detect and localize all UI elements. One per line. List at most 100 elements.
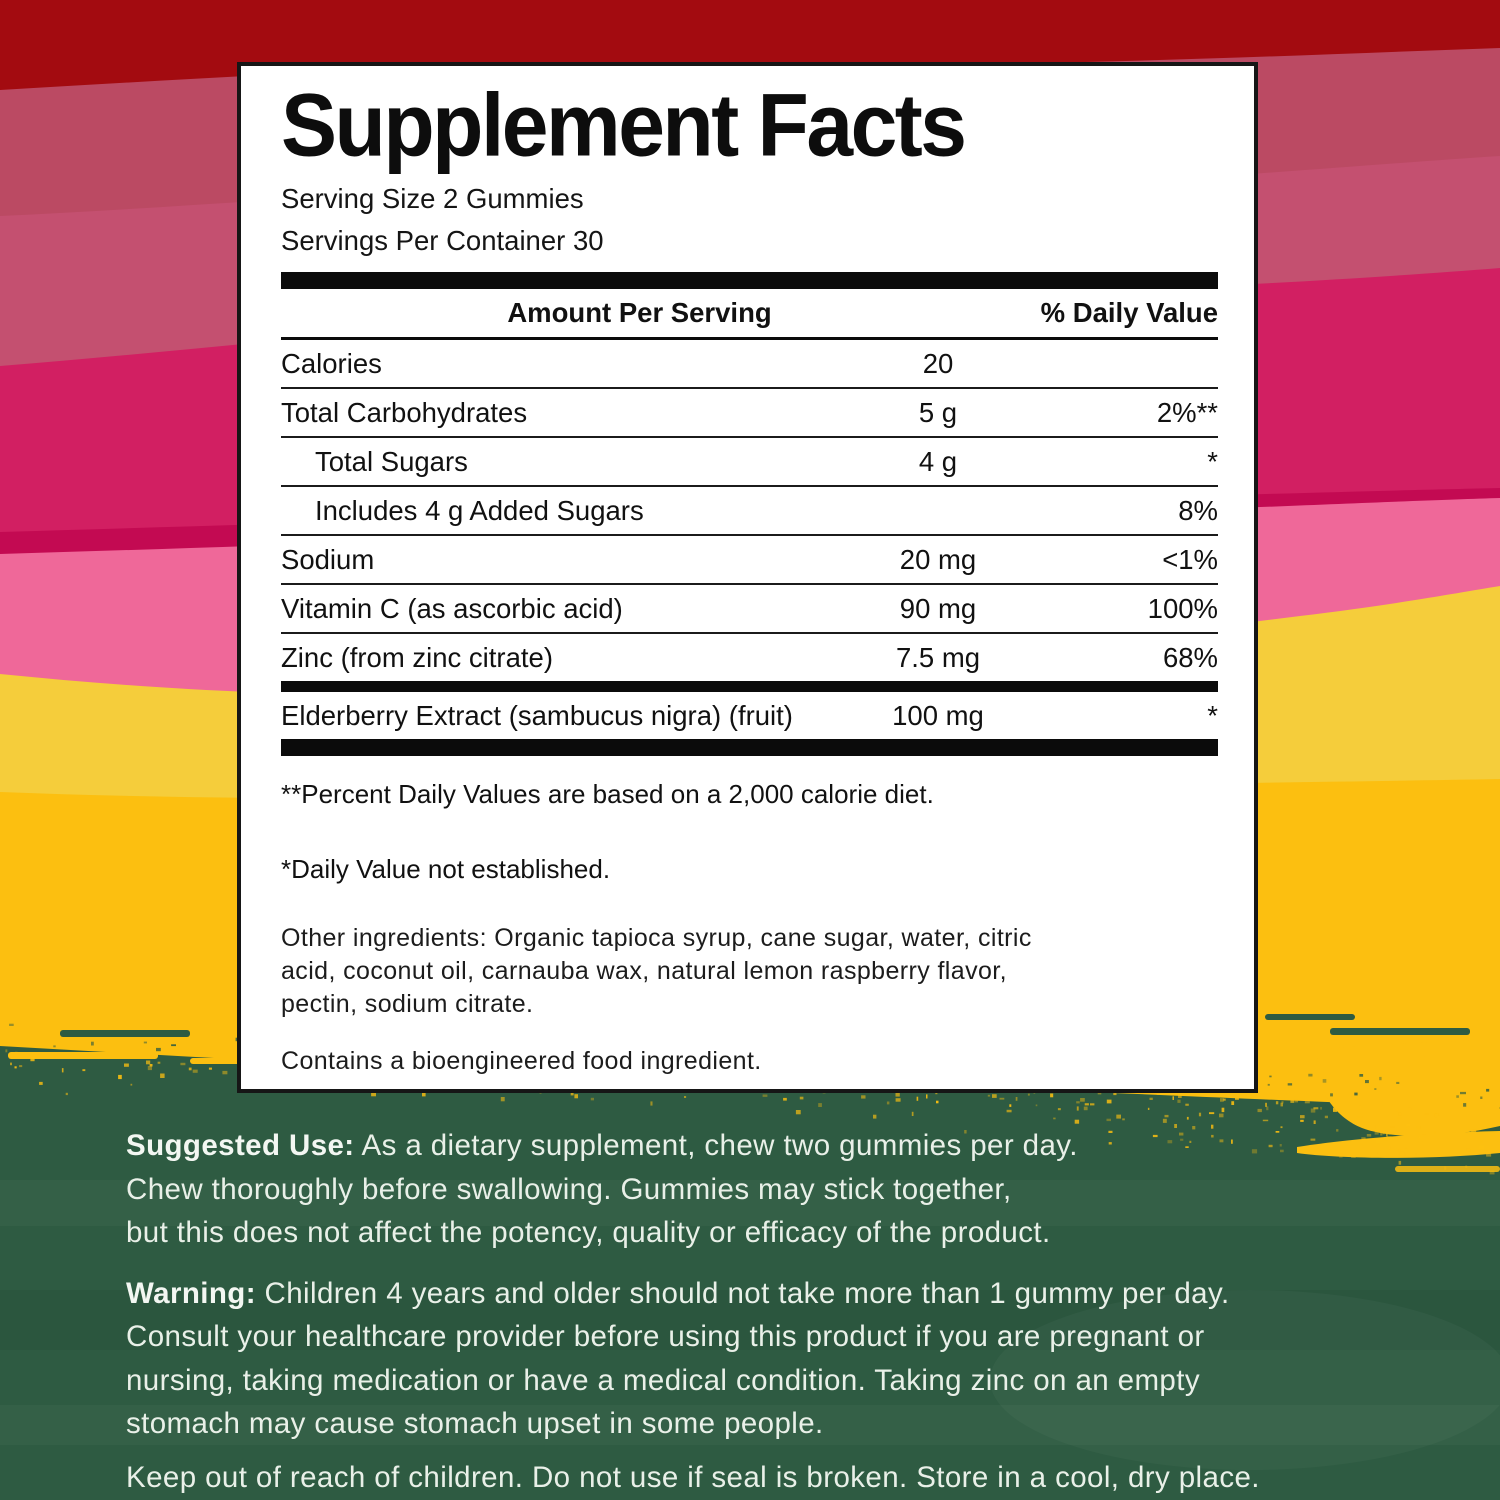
speckle (1313, 1107, 1319, 1110)
speckle (1498, 1135, 1500, 1137)
row-separator (281, 387, 1218, 389)
speckle (1116, 1114, 1121, 1119)
speckle (1167, 1140, 1173, 1144)
speckle (1380, 1131, 1383, 1136)
speckle (143, 1041, 147, 1044)
speckle (1333, 1107, 1338, 1112)
speckle (992, 1094, 997, 1098)
amount-per-serving-header: Amount Per Serving (507, 297, 772, 328)
speckle (1257, 1108, 1262, 1113)
speckle (1379, 1076, 1382, 1081)
servings-per-container: Servings Per Container 30 (281, 225, 604, 256)
serving-size: Serving Size 2 Gummies (281, 183, 584, 214)
speckle (1172, 1096, 1174, 1100)
speckle (1300, 1115, 1305, 1119)
speckle (15, 1051, 18, 1055)
speckle (1465, 1165, 1468, 1168)
speckle (157, 1061, 161, 1064)
green-brush-dash (1265, 1014, 1355, 1020)
speckle (795, 1110, 801, 1115)
speckle (1422, 1132, 1426, 1135)
speckle (1398, 1160, 1402, 1165)
row-amount: 100 mg (892, 699, 984, 731)
speckle (1219, 1139, 1224, 1143)
speckle (1415, 1152, 1418, 1156)
row-dv: <1% (1162, 543, 1218, 575)
speckle (39, 1081, 43, 1085)
speckle (1418, 1141, 1423, 1144)
speckle (1484, 1147, 1489, 1151)
speckle (1388, 1145, 1391, 1150)
green-brush-dash (1330, 1028, 1470, 1035)
speckle (1313, 1120, 1316, 1124)
speckle (1399, 1151, 1405, 1156)
row-dv: 2%** (1156, 396, 1218, 428)
speckle (574, 1094, 578, 1099)
speckle (500, 1097, 505, 1102)
speckle (684, 1096, 687, 1098)
speckle (1387, 1136, 1392, 1138)
speckle (1473, 1126, 1479, 1130)
speckle (783, 1097, 787, 1101)
speckle (1108, 1142, 1112, 1145)
speckle (1466, 1148, 1471, 1152)
speckle (1074, 1119, 1080, 1124)
speckle (1397, 1116, 1402, 1120)
speckle (1396, 1081, 1400, 1084)
directions-copy: Suggested Use: As a dietary supplement, … (126, 1124, 1466, 1499)
row-separator (281, 632, 1218, 634)
speckle (1374, 1088, 1377, 1090)
speckle (1439, 1114, 1443, 1117)
supplement-facts-panel: Supplement Facts Serving Size 2 Gummies … (237, 62, 1258, 1093)
speckle (1209, 1112, 1215, 1115)
speckle (422, 1093, 426, 1097)
speckle (1386, 1133, 1388, 1137)
speckle (208, 1067, 212, 1070)
speckle (371, 1092, 376, 1097)
speckle (14, 1066, 17, 1069)
speckle (1336, 1129, 1339, 1132)
storage-paragraph: Keep out of reach of children. Do not us… (126, 1460, 1260, 1494)
speckle (936, 1100, 939, 1104)
speckle (762, 1094, 768, 1097)
speckle (1383, 1138, 1388, 1142)
speckle (1434, 1113, 1438, 1118)
row-separator (281, 583, 1218, 585)
speckle (1269, 1075, 1272, 1078)
header-rule (281, 337, 1218, 340)
speckle (171, 1044, 176, 1047)
speckle (935, 1092, 938, 1095)
speckle (964, 1130, 967, 1134)
speckle (54, 1055, 59, 1058)
speckle (1189, 1140, 1192, 1143)
speckle (1456, 1095, 1459, 1098)
speckle (1177, 1099, 1181, 1103)
speckle (926, 1094, 928, 1099)
speckle (1310, 1108, 1316, 1113)
speckle (1404, 1147, 1407, 1149)
speckle (1211, 1124, 1214, 1129)
speckle (895, 1098, 901, 1102)
speckle (1366, 1134, 1372, 1137)
section-divider (281, 739, 1218, 756)
green-brush-dash (60, 1030, 190, 1037)
speckle (1221, 1107, 1225, 1113)
speckle (1220, 1098, 1224, 1102)
table-row: Total Carbohydrates 5 g 2%** (281, 389, 1218, 436)
speckle (1106, 1099, 1112, 1104)
speckle (156, 1047, 161, 1052)
speckle (1330, 1093, 1333, 1097)
footnote-percent-dv: **Percent Daily Values are based on a 2,… (281, 779, 934, 809)
speckle (1223, 1098, 1226, 1101)
nutrient-table: Calories 20 Total Carbohydrates 5 g 2%** Tota… (281, 340, 1218, 756)
speckle (1322, 1079, 1327, 1083)
speckle (1266, 1106, 1269, 1111)
speckle (1408, 1107, 1412, 1111)
speckle (1294, 1099, 1298, 1103)
speckle (1179, 1132, 1184, 1136)
speckle (570, 1091, 574, 1096)
row-dv: 68% (1162, 641, 1218, 673)
speckle (1486, 1088, 1490, 1092)
speckle (1361, 1137, 1366, 1139)
speckle (1404, 1148, 1408, 1153)
